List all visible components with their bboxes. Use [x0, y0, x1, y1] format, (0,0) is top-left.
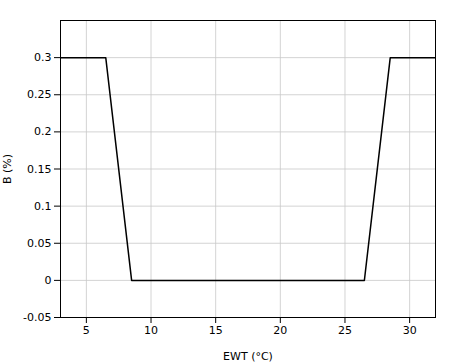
- svg-text:0.1: 0.1: [34, 200, 52, 213]
- svg-text:25: 25: [338, 324, 352, 337]
- svg-text:-0.05: -0.05: [23, 311, 51, 324]
- svg-text:0: 0: [45, 274, 52, 287]
- svg-text:10: 10: [144, 324, 158, 337]
- svg-text:5: 5: [83, 324, 90, 337]
- svg-text:0.15: 0.15: [27, 163, 52, 176]
- svg-text:0.25: 0.25: [27, 88, 52, 101]
- svg-text:EWT (°C): EWT (°C): [223, 350, 273, 362]
- svg-text:0.3: 0.3: [34, 51, 52, 64]
- svg-text:30: 30: [403, 324, 417, 337]
- svg-text:20: 20: [273, 324, 287, 337]
- svg-text:0.2: 0.2: [34, 125, 52, 138]
- svg-text:0.05: 0.05: [27, 237, 52, 250]
- svg-text:B (%): B (%): [1, 154, 14, 184]
- svg-text:15: 15: [209, 324, 223, 337]
